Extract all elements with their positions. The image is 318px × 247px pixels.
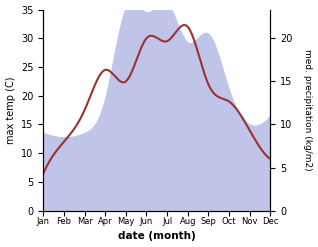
- X-axis label: date (month): date (month): [118, 231, 196, 242]
- Y-axis label: med. precipitation (kg/m2): med. precipitation (kg/m2): [303, 49, 313, 171]
- Y-axis label: max temp (C): max temp (C): [5, 76, 16, 144]
